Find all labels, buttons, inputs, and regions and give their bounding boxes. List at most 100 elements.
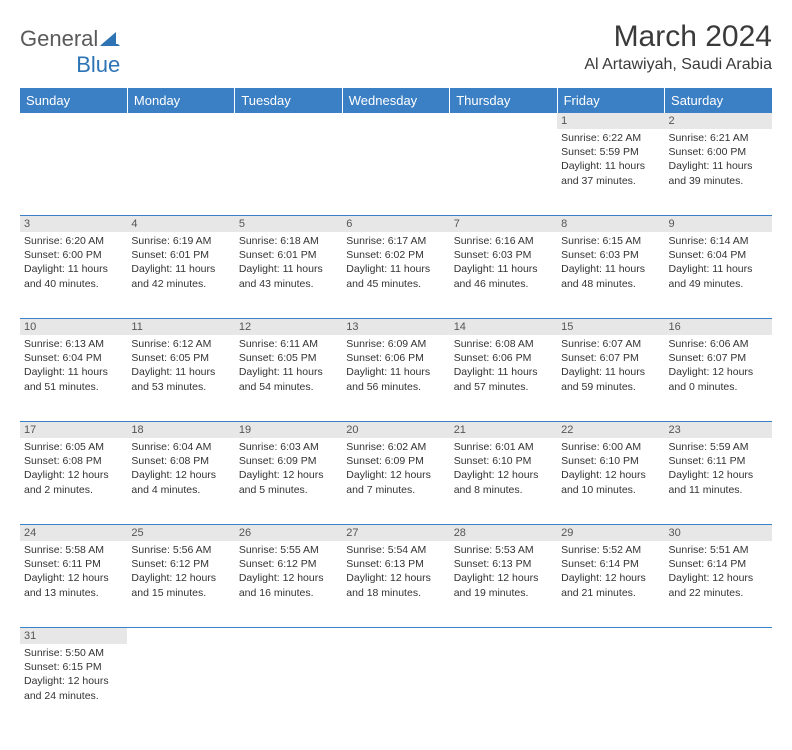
day-number	[235, 628, 342, 645]
sunset-text: Sunset: 6:02 PM	[346, 248, 445, 262]
day-number: 4	[127, 216, 234, 233]
daylight-text-1: Daylight: 11 hours	[131, 262, 230, 276]
daylight-text-2: and 5 minutes.	[239, 483, 338, 497]
daylight-text-2: and 54 minutes.	[239, 380, 338, 394]
daylight-text-2: and 11 minutes.	[669, 483, 768, 497]
daylight-text-1: Daylight: 12 hours	[24, 468, 123, 482]
sunrise-text: Sunrise: 5:52 AM	[561, 543, 660, 557]
header: GeneralBlue March 2024 Al Artawiyah, Sau…	[20, 20, 772, 78]
day-cell	[127, 129, 234, 216]
sunrise-text: Sunrise: 6:18 AM	[239, 234, 338, 248]
sunset-text: Sunset: 6:10 PM	[454, 454, 553, 468]
sunset-text: Sunset: 6:14 PM	[561, 557, 660, 571]
daylight-text-2: and 7 minutes.	[346, 483, 445, 497]
day-cell: Sunrise: 6:08 AMSunset: 6:06 PMDaylight:…	[450, 335, 557, 422]
day-number: 30	[665, 525, 772, 542]
daylight-text-2: and 24 minutes.	[24, 689, 123, 703]
sunrise-text: Sunrise: 5:50 AM	[24, 646, 123, 660]
logo-sail-icon	[100, 26, 120, 52]
day-cell: Sunrise: 6:03 AMSunset: 6:09 PMDaylight:…	[235, 438, 342, 525]
daylight-text-1: Daylight: 12 hours	[24, 571, 123, 585]
sunrise-text: Sunrise: 6:07 AM	[561, 337, 660, 351]
weekday-header: Monday	[127, 88, 234, 113]
sunset-text: Sunset: 6:07 PM	[561, 351, 660, 365]
sunrise-text: Sunrise: 6:15 AM	[561, 234, 660, 248]
day-cell: Sunrise: 6:19 AMSunset: 6:01 PMDaylight:…	[127, 232, 234, 319]
day-body-row: Sunrise: 6:05 AMSunset: 6:08 PMDaylight:…	[20, 438, 772, 525]
title-block: March 2024 Al Artawiyah, Saudi Arabia	[584, 20, 772, 74]
day-body-row: Sunrise: 5:50 AMSunset: 6:15 PMDaylight:…	[20, 644, 772, 730]
sunrise-text: Sunrise: 6:00 AM	[561, 440, 660, 454]
day-number	[450, 628, 557, 645]
sunrise-text: Sunrise: 6:21 AM	[669, 131, 768, 145]
daylight-text-2: and 49 minutes.	[669, 277, 768, 291]
day-number	[127, 113, 234, 129]
day-cell	[20, 129, 127, 216]
day-number	[342, 628, 449, 645]
day-cell	[557, 644, 664, 730]
sunset-text: Sunset: 6:14 PM	[669, 557, 768, 571]
day-number-row: 3456789	[20, 216, 772, 233]
day-body-row: Sunrise: 5:58 AMSunset: 6:11 PMDaylight:…	[20, 541, 772, 628]
daylight-text-1: Daylight: 11 hours	[454, 365, 553, 379]
daylight-text-2: and 4 minutes.	[131, 483, 230, 497]
sunset-text: Sunset: 6:01 PM	[131, 248, 230, 262]
day-number	[235, 113, 342, 129]
daylight-text-1: Daylight: 12 hours	[24, 674, 123, 688]
weekday-header: Sunday	[20, 88, 127, 113]
day-cell: Sunrise: 6:18 AMSunset: 6:01 PMDaylight:…	[235, 232, 342, 319]
daylight-text-1: Daylight: 12 hours	[669, 365, 768, 379]
day-number: 2	[665, 113, 772, 129]
daylight-text-2: and 42 minutes.	[131, 277, 230, 291]
daylight-text-1: Daylight: 12 hours	[131, 571, 230, 585]
day-cell	[665, 644, 772, 730]
day-cell: Sunrise: 6:13 AMSunset: 6:04 PMDaylight:…	[20, 335, 127, 422]
day-body-row: Sunrise: 6:20 AMSunset: 6:00 PMDaylight:…	[20, 232, 772, 319]
day-number: 10	[20, 319, 127, 336]
daylight-text-2: and 22 minutes.	[669, 586, 768, 600]
daylight-text-1: Daylight: 11 hours	[561, 159, 660, 173]
day-number-row: 10111213141516	[20, 319, 772, 336]
daylight-text-2: and 57 minutes.	[454, 380, 553, 394]
daylight-text-2: and 37 minutes.	[561, 174, 660, 188]
calendar-table: Sunday Monday Tuesday Wednesday Thursday…	[20, 88, 772, 730]
daylight-text-1: Daylight: 11 hours	[561, 262, 660, 276]
weekday-header: Wednesday	[342, 88, 449, 113]
daylight-text-2: and 18 minutes.	[346, 586, 445, 600]
daylight-text-1: Daylight: 11 hours	[669, 262, 768, 276]
daylight-text-2: and 56 minutes.	[346, 380, 445, 394]
day-number	[665, 628, 772, 645]
logo: GeneralBlue	[20, 26, 120, 78]
day-number: 26	[235, 525, 342, 542]
weekday-header: Thursday	[450, 88, 557, 113]
day-cell: Sunrise: 6:11 AMSunset: 6:05 PMDaylight:…	[235, 335, 342, 422]
sunset-text: Sunset: 6:00 PM	[24, 248, 123, 262]
day-cell	[450, 129, 557, 216]
day-number: 8	[557, 216, 664, 233]
sunrise-text: Sunrise: 6:01 AM	[454, 440, 553, 454]
day-cell	[235, 129, 342, 216]
daylight-text-2: and 40 minutes.	[24, 277, 123, 291]
day-number: 24	[20, 525, 127, 542]
daylight-text-2: and 46 minutes.	[454, 277, 553, 291]
sunrise-text: Sunrise: 6:17 AM	[346, 234, 445, 248]
day-cell: Sunrise: 5:56 AMSunset: 6:12 PMDaylight:…	[127, 541, 234, 628]
day-number: 9	[665, 216, 772, 233]
sunset-text: Sunset: 6:01 PM	[239, 248, 338, 262]
day-body-row: Sunrise: 6:22 AMSunset: 5:59 PMDaylight:…	[20, 129, 772, 216]
day-number: 7	[450, 216, 557, 233]
day-number	[342, 113, 449, 129]
daylight-text-1: Daylight: 11 hours	[131, 365, 230, 379]
sunrise-text: Sunrise: 6:13 AM	[24, 337, 123, 351]
sunset-text: Sunset: 6:13 PM	[346, 557, 445, 571]
day-cell: Sunrise: 5:53 AMSunset: 6:13 PMDaylight:…	[450, 541, 557, 628]
day-number: 20	[342, 422, 449, 439]
day-body-row: Sunrise: 6:13 AMSunset: 6:04 PMDaylight:…	[20, 335, 772, 422]
sunrise-text: Sunrise: 6:19 AM	[131, 234, 230, 248]
day-number-row: 31	[20, 628, 772, 645]
sunrise-text: Sunrise: 6:04 AM	[131, 440, 230, 454]
day-cell	[342, 129, 449, 216]
daylight-text-1: Daylight: 12 hours	[454, 571, 553, 585]
day-number: 25	[127, 525, 234, 542]
weekday-header: Saturday	[665, 88, 772, 113]
